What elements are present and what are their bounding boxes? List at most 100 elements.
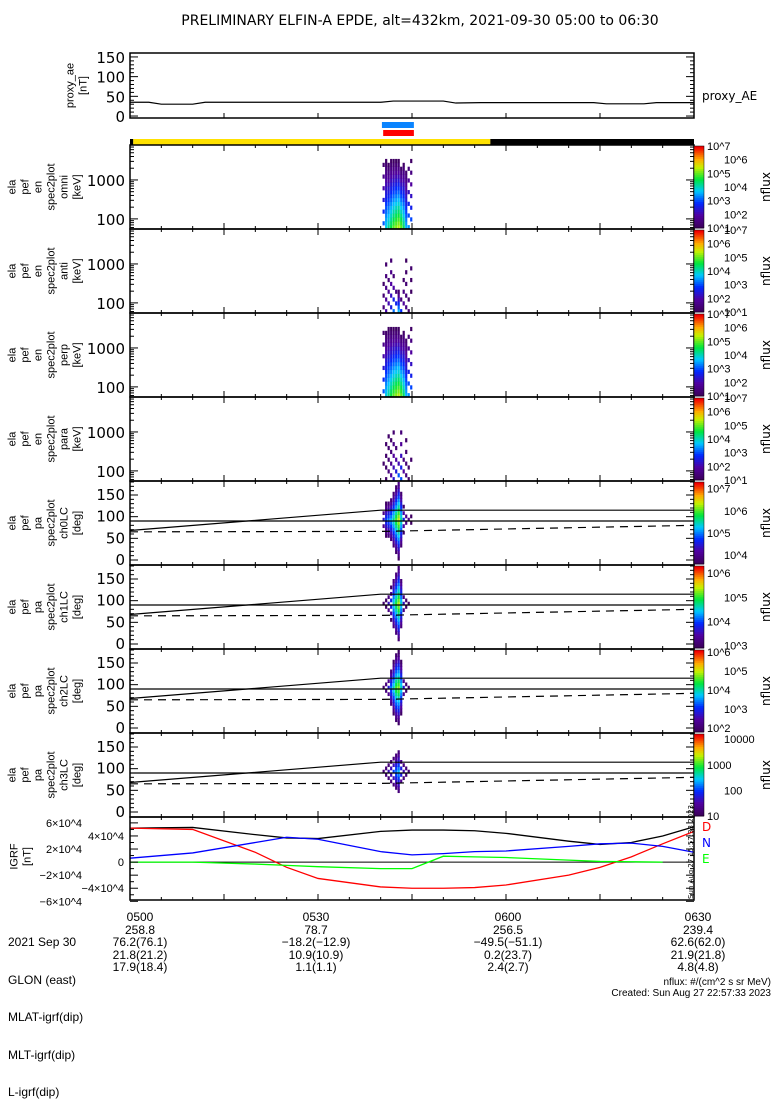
spectrogram-cell (397, 301, 400, 306)
y-axis-label-line: pef (20, 598, 32, 614)
pa-colorbar-1-segment (694, 529, 704, 532)
pa-colorbar-2-segment (694, 607, 704, 610)
spectrogram-cell (402, 346, 405, 351)
spectrogram-cell (402, 469, 405, 474)
pa-colorbar-4-segment (694, 807, 704, 811)
y-axis-label-line: [keV] (72, 426, 84, 451)
spectrogram-cell (410, 338, 413, 343)
footer-column-0500: 0500 258.8 76.2(76.1) 21.8(21.2) 17.9(18.4) (104, 911, 176, 974)
pa-spectrogram-cell (400, 695, 403, 700)
pa-spectrogram-cell (387, 679, 390, 684)
spectrogram-cell (392, 186, 395, 191)
spectrogram-cell (390, 334, 393, 339)
spec-colorbar-1-segment (694, 215, 704, 219)
spectrogram-cell (390, 166, 393, 171)
spectrogram-cell (385, 338, 388, 343)
pa-colorbar-1-segment (694, 506, 704, 510)
spec-colorbar-2-segment (694, 258, 704, 262)
y-axis-label-line: [keV] (72, 174, 84, 199)
colorbar-tick-label: 10^2 (707, 461, 731, 473)
pa-colorbar-3-segment (694, 711, 704, 715)
pa-spectrogram-cell (400, 540, 403, 545)
spectrogram-cell (387, 365, 390, 371)
y-axis-label-line: [deg] (72, 679, 84, 703)
pa-spectrogram-cell (395, 624, 398, 629)
spectrogram-cell (405, 346, 408, 351)
spec-colorbar-1-segment (694, 154, 704, 157)
spectrogram-cell (392, 346, 395, 351)
pa-panel-2-frame (129, 564, 695, 650)
spectrogram-cell (407, 358, 410, 363)
pa-spectrogram-cell (397, 789, 400, 794)
spec-colorbar-4-segment (694, 477, 704, 481)
spectrogram-cell (402, 365, 405, 371)
pa-spectrogram-cell (397, 504, 400, 509)
spectrogram-cell (392, 338, 395, 343)
pa-spectrogram-cell (395, 588, 398, 593)
spectrogram-cell (390, 197, 393, 203)
pa-spectrogram-cell (392, 769, 395, 774)
pa-spectrogram-cell (397, 715, 400, 719)
y-axis-label-line: ch2LC (59, 675, 71, 707)
pa-spectrogram-cell (400, 514, 403, 519)
pa-spectrogram-cell (395, 547, 398, 551)
pa-spectrogram-cell (392, 527, 395, 532)
spec-colorbar-1-frame (693, 145, 705, 229)
pa-spectrogram-cell (392, 763, 395, 768)
igrf-ylabel: IGRF [nT] (9, 843, 34, 870)
spec-colorbar-4-segment (694, 410, 704, 413)
spectrogram-cell (385, 178, 388, 183)
pa-tick-label: 0 (115, 719, 125, 737)
pa-spectrogram-cell (390, 679, 393, 684)
spectrogram-cell (397, 369, 400, 374)
spectrogram-cell (405, 190, 408, 195)
pa-colorbar-1-segment (694, 486, 704, 489)
anti-losscone-line (129, 608, 695, 617)
spec-colorbar-2-segment (694, 273, 704, 276)
spectrogram-cell (400, 377, 403, 382)
pa-spectrogram-cell (385, 517, 388, 522)
pa-spectrogram-cell (385, 773, 388, 777)
y-axis-label-line: ela (7, 263, 19, 279)
spec-colorbar-3-segment (694, 377, 704, 381)
footer-column-0530: 0530 78.7 −18.2(−12.9) 10.9(10.9) 1.1(1.1) (256, 911, 376, 974)
spectrogram-cell (400, 190, 403, 195)
spec-colorbar-1-segment (694, 219, 704, 223)
spectrogram-cell (385, 373, 388, 378)
pa-spectrogram-cell (410, 521, 413, 525)
proxy-ae-ylabel: proxy_ae [nT] (65, 63, 90, 108)
spectrogram-cell (397, 209, 400, 214)
spec-colorbar-2-segment (694, 262, 704, 266)
pa-colorbar-1-segment (694, 518, 704, 522)
colorbar-tick-label: 10^2 (724, 209, 748, 221)
spectrogram-cell (400, 217, 403, 222)
footer-column-0630: 0630 239.4 62.6(62.0) 21.9(21.8) 4.8(4.8) (642, 911, 754, 974)
pa-spectrogram-cell (402, 763, 405, 768)
pa-spectrogram-cell (387, 514, 390, 519)
spectrogram-cell (410, 350, 413, 355)
colorbar-tick-label: 10^7 (707, 141, 731, 153)
spec-colorbar-3-segment (694, 383, 704, 387)
pa-spectrogram-cell (390, 511, 393, 516)
pa-spectrogram-cell (385, 766, 388, 771)
pa-colorbar-1-segment (694, 482, 704, 485)
spectrogram-cell (385, 453, 388, 458)
spectrogram-cell (390, 358, 393, 363)
y-axis-label-line: ela (7, 515, 19, 531)
pa-colorbar-3-segment (694, 699, 704, 702)
spectrogram-cell (407, 393, 410, 398)
spectrogram-cell (385, 162, 388, 167)
spectrogram-cell (382, 186, 385, 191)
y-axis-label-line: ch1LC (59, 591, 71, 623)
pa-spectrogram-cell (387, 763, 390, 768)
spectrogram-cell (385, 166, 388, 171)
pa-spectrogram-cell (400, 669, 403, 674)
losscone-line (129, 677, 694, 700)
pa-spectrogram-cell (390, 605, 393, 609)
pa-spectrogram-cell (397, 598, 400, 603)
spectrogram-cell (400, 297, 403, 302)
spectrogram-cell (400, 166, 403, 171)
spectrogram-cell (390, 158, 393, 164)
spectrogram-cell (392, 385, 395, 390)
spec-colorbar-2-segment (694, 293, 704, 297)
